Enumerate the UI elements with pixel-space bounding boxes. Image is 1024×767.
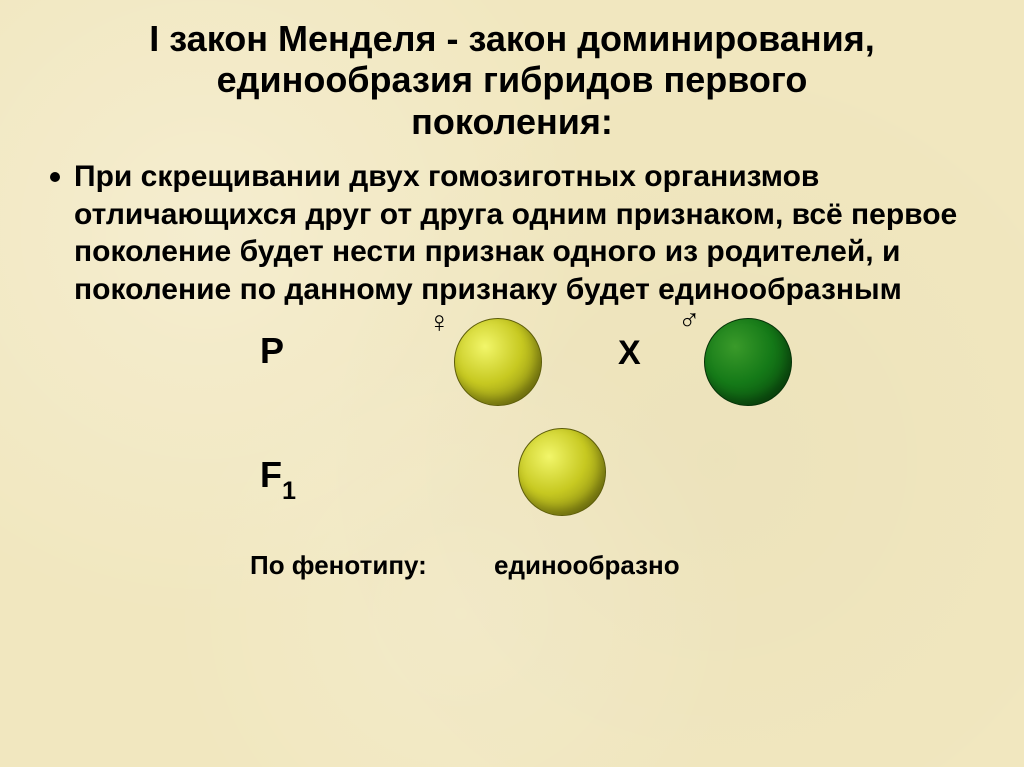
f1-yellow-pea <box>518 428 606 516</box>
parent-green-pea <box>704 318 792 406</box>
phenotype-value: единообразно <box>494 550 680 581</box>
male-symbol-icon: ♂ <box>678 304 701 338</box>
cross-symbol: X <box>618 334 641 373</box>
body-area: При скрещивании двух гомозиготных органи… <box>34 158 990 624</box>
title-line-2: единообразия гибридов первого <box>217 59 808 100</box>
parent-yellow-pea <box>454 318 542 406</box>
bullet-text: При скрещивании двух гомозиготных органи… <box>74 158 990 308</box>
parent-generation-label: P <box>260 330 284 372</box>
title-line-3: поколения: <box>411 101 613 142</box>
phenotype-label: По фенотипу: <box>250 550 427 581</box>
f1-generation-label: F1 <box>260 454 296 502</box>
title-line-1: I закон Менделя - закон доминирования, <box>149 18 874 59</box>
slide: I закон Менделя - закон доминирования, е… <box>0 0 1024 767</box>
female-symbol-icon: ♀ <box>428 306 451 340</box>
cross-diagram: P F1 ♀ X ♂ По фенотипу: единообразно <box>50 314 990 624</box>
bullet-dot-icon <box>50 172 60 182</box>
bullet-row: При скрещивании двух гомозиготных органи… <box>50 158 990 308</box>
f1-subscript: 1 <box>282 477 296 505</box>
f1-letter: F <box>260 454 282 495</box>
slide-title: I закон Менделя - закон доминирования, е… <box>34 18 990 142</box>
